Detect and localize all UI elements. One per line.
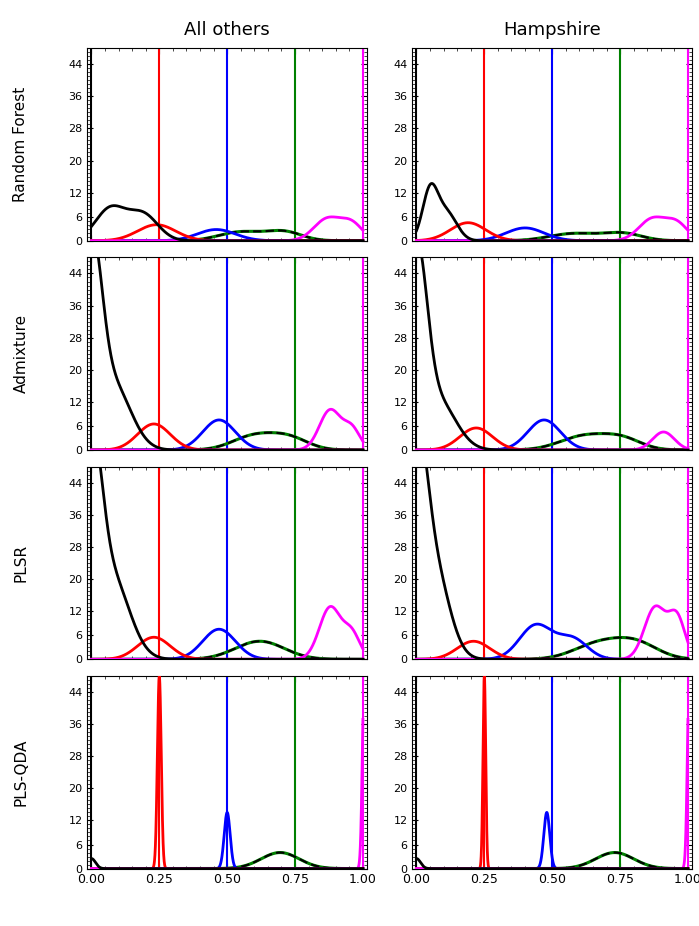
Text: Admixture: Admixture (13, 314, 29, 394)
Text: Random Forest: Random Forest (13, 87, 29, 202)
Text: PLS-QDA: PLS-QDA (13, 739, 29, 806)
Text: Hampshire: Hampshire (503, 21, 601, 39)
Text: All others: All others (185, 21, 270, 39)
Text: PLSR: PLSR (13, 544, 29, 582)
